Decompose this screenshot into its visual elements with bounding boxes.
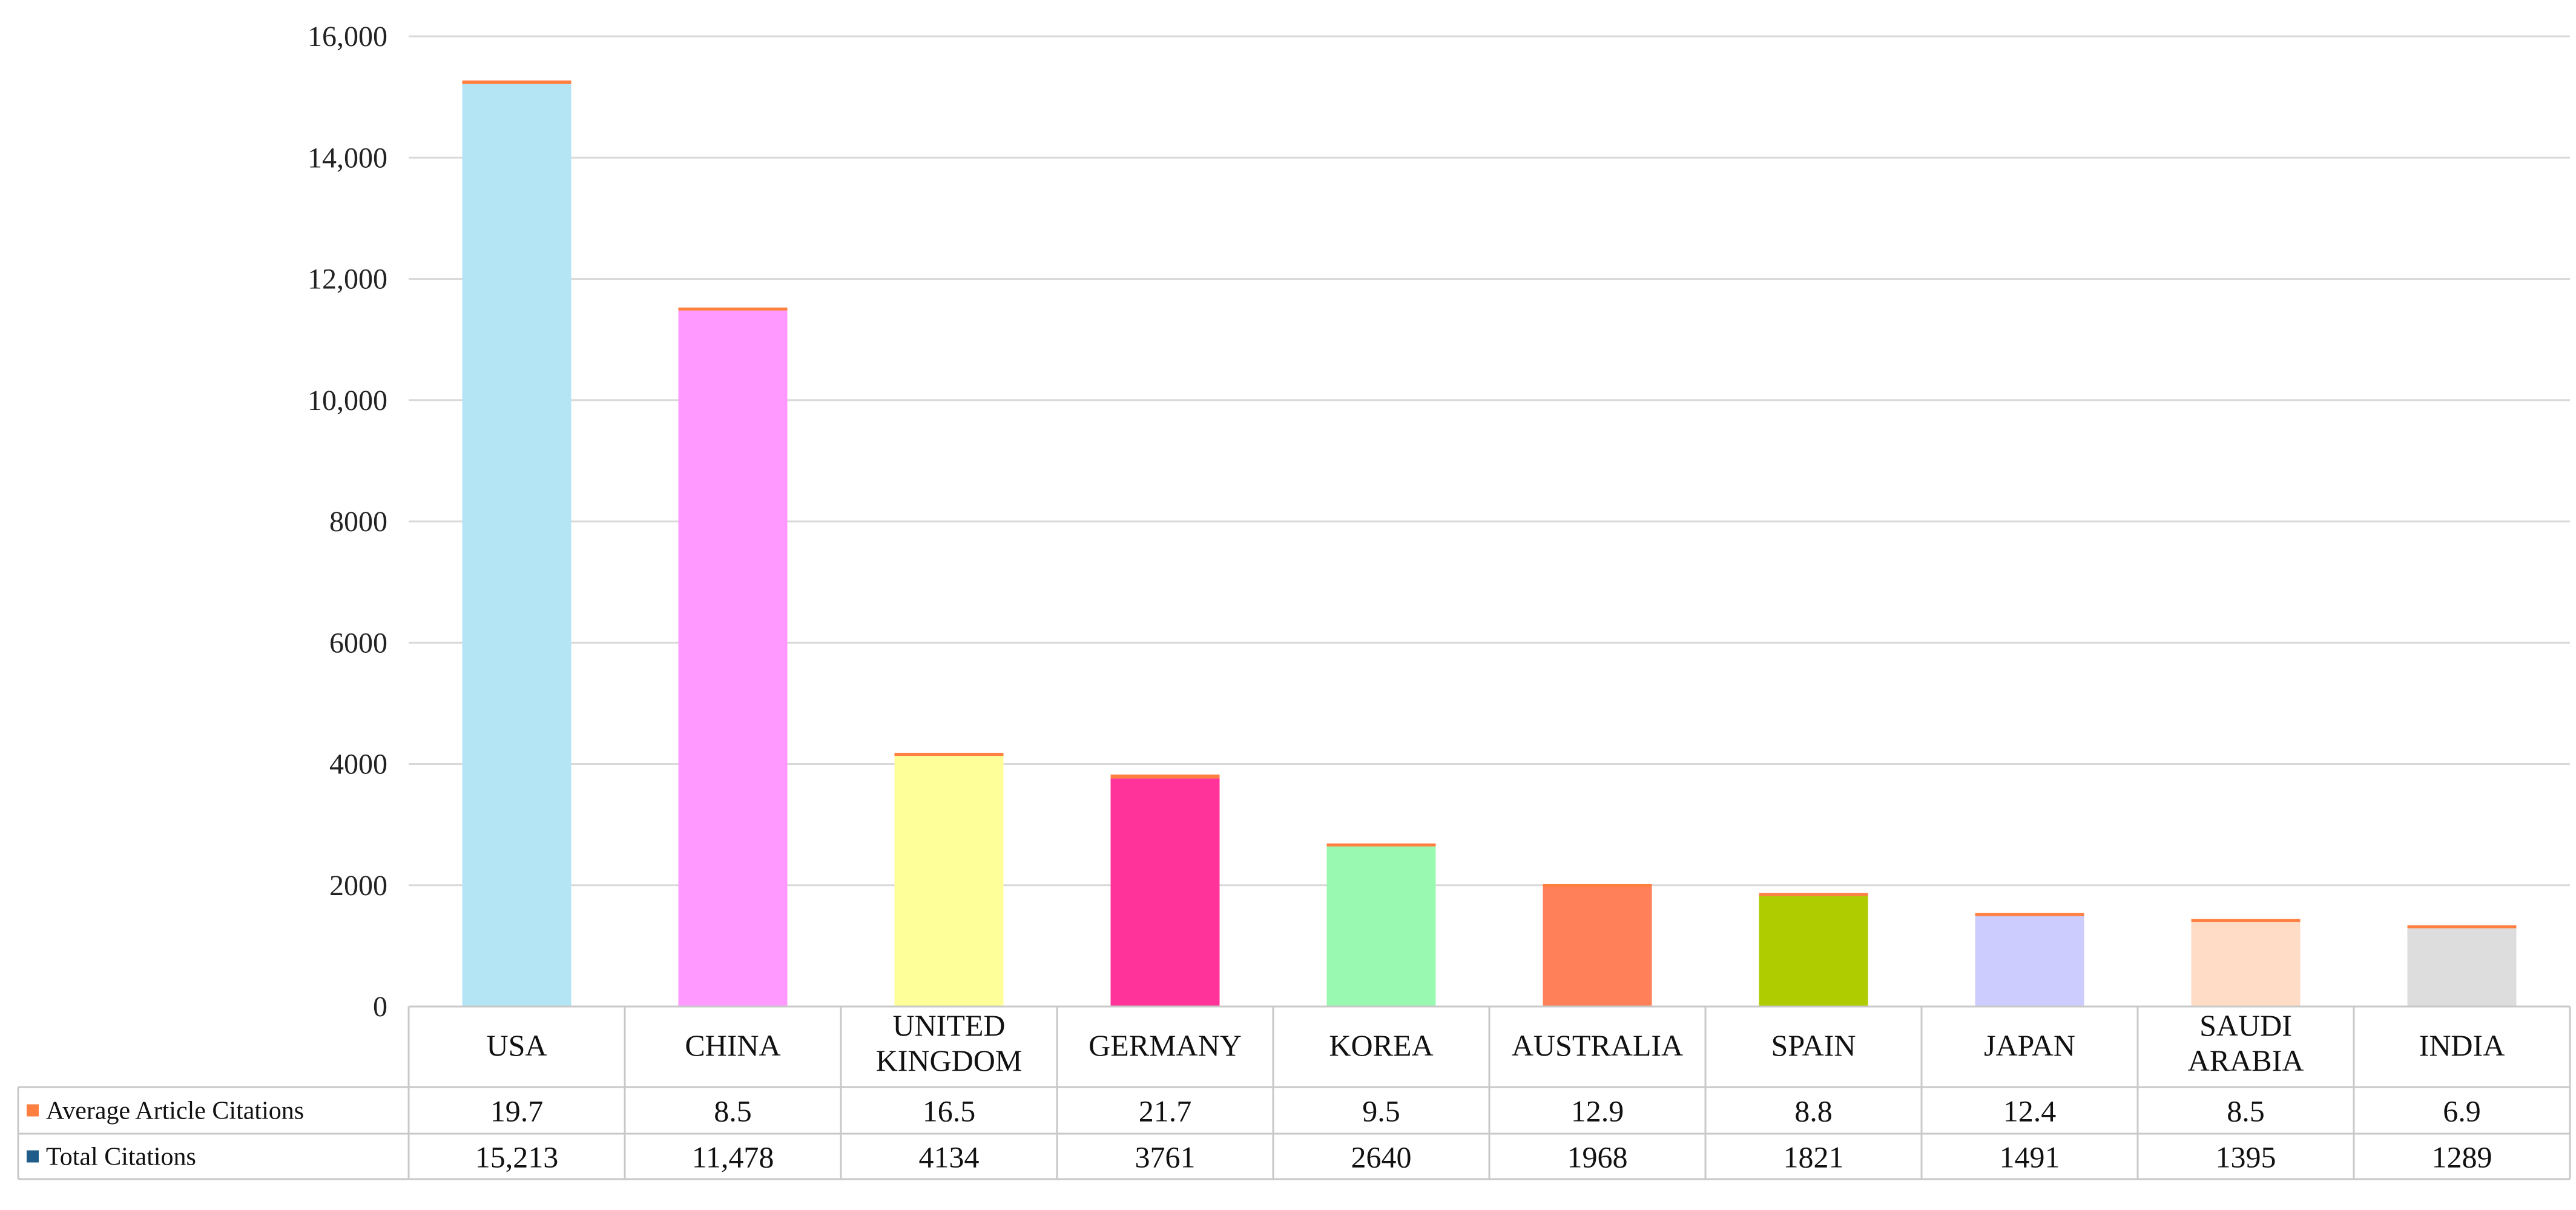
legend-key: [27, 1150, 39, 1163]
data-label-average: 8.5: [714, 1094, 752, 1128]
data-label-average: 19.7: [490, 1094, 544, 1128]
x-category-label: SPAIN: [1771, 1028, 1856, 1062]
bar-total-citations: [1543, 887, 1652, 1007]
bar-average-article-citations: [2407, 925, 2517, 928]
bar-average-article-citations: [1110, 774, 1220, 779]
y-tick-label: 14,000: [308, 142, 387, 174]
bar-average-article-citations: [462, 80, 572, 84]
bar-average-article-citations: [894, 753, 1004, 756]
data-label-average: 8.5: [2227, 1094, 2265, 1128]
bar-total-citations: [2407, 928, 2517, 1007]
data-label-total: 2640: [1351, 1140, 1412, 1174]
y-tick-label: 12,000: [308, 263, 387, 296]
bar-total-citations: [1110, 778, 1220, 1007]
bar-total-citations: [678, 310, 788, 1007]
data-label-total: 1491: [2000, 1140, 2060, 1174]
x-category-label: USA: [486, 1028, 547, 1062]
data-label-total: 1395: [2216, 1140, 2276, 1174]
bar-average-article-citations: [1975, 913, 2084, 916]
legend-label: Total Citations: [46, 1143, 196, 1171]
x-category-label: UNITED: [892, 1008, 1005, 1042]
legend-key: [27, 1104, 39, 1117]
bar-total-citations: [462, 84, 572, 1007]
bar-average-article-citations: [678, 307, 788, 311]
data-label-total: 4134: [919, 1140, 980, 1174]
data-label-total: 1968: [1567, 1140, 1628, 1174]
y-tick-label: 0: [373, 991, 387, 1023]
data-label-total: 15,213: [475, 1140, 559, 1174]
x-category-label: ARABIA: [2188, 1043, 2304, 1077]
y-tick-label: 10,000: [308, 385, 387, 417]
y-tick-label: 2000: [329, 870, 387, 902]
data-label-total: 1289: [2432, 1140, 2492, 1174]
legend-label: Average Article Citations: [46, 1097, 304, 1125]
bar-average-article-citations: [2191, 919, 2301, 922]
y-tick-label: 4000: [329, 749, 387, 781]
data-label-average: 6.9: [2443, 1094, 2481, 1128]
data-label-total: 11,478: [692, 1140, 774, 1174]
x-category-label: JAPAN: [1984, 1028, 2075, 1062]
y-tick-label: 6000: [329, 627, 387, 659]
data-label-average: 8.8: [1794, 1094, 1833, 1128]
x-category-label: SAUDI: [2199, 1008, 2292, 1042]
data-label-average: 16.5: [923, 1094, 976, 1128]
data-label-average: 12.4: [2003, 1094, 2057, 1128]
x-category-label: CHINA: [685, 1028, 780, 1062]
bar-total-citations: [2191, 922, 2301, 1007]
data-label-total: 1821: [1784, 1140, 1844, 1174]
bar-average-article-citations: [1759, 893, 1868, 896]
data-label-total: 3761: [1135, 1140, 1196, 1174]
x-category-label: GERMANY: [1089, 1028, 1242, 1062]
x-category-label: AUSTRALIA: [1512, 1028, 1683, 1062]
x-category-label: INDIA: [2419, 1028, 2505, 1062]
bar-total-citations: [1759, 896, 1868, 1007]
y-tick-label: 8000: [329, 506, 387, 538]
y-tick-label: 16,000: [308, 21, 387, 53]
bar-average-article-citations: [1543, 884, 1652, 887]
bar-average-article-citations: [1326, 843, 1436, 847]
x-category-label: KOREA: [1329, 1028, 1433, 1062]
bar-total-citations: [894, 756, 1004, 1007]
bar-total-citations: [1326, 846, 1436, 1007]
bar-total-citations: [1975, 916, 2084, 1007]
x-category-label: KINGDOM: [876, 1043, 1023, 1077]
data-label-average: 9.5: [1362, 1094, 1400, 1128]
data-label-average: 12.9: [1571, 1094, 1624, 1128]
data-label-average: 21.7: [1139, 1094, 1192, 1128]
